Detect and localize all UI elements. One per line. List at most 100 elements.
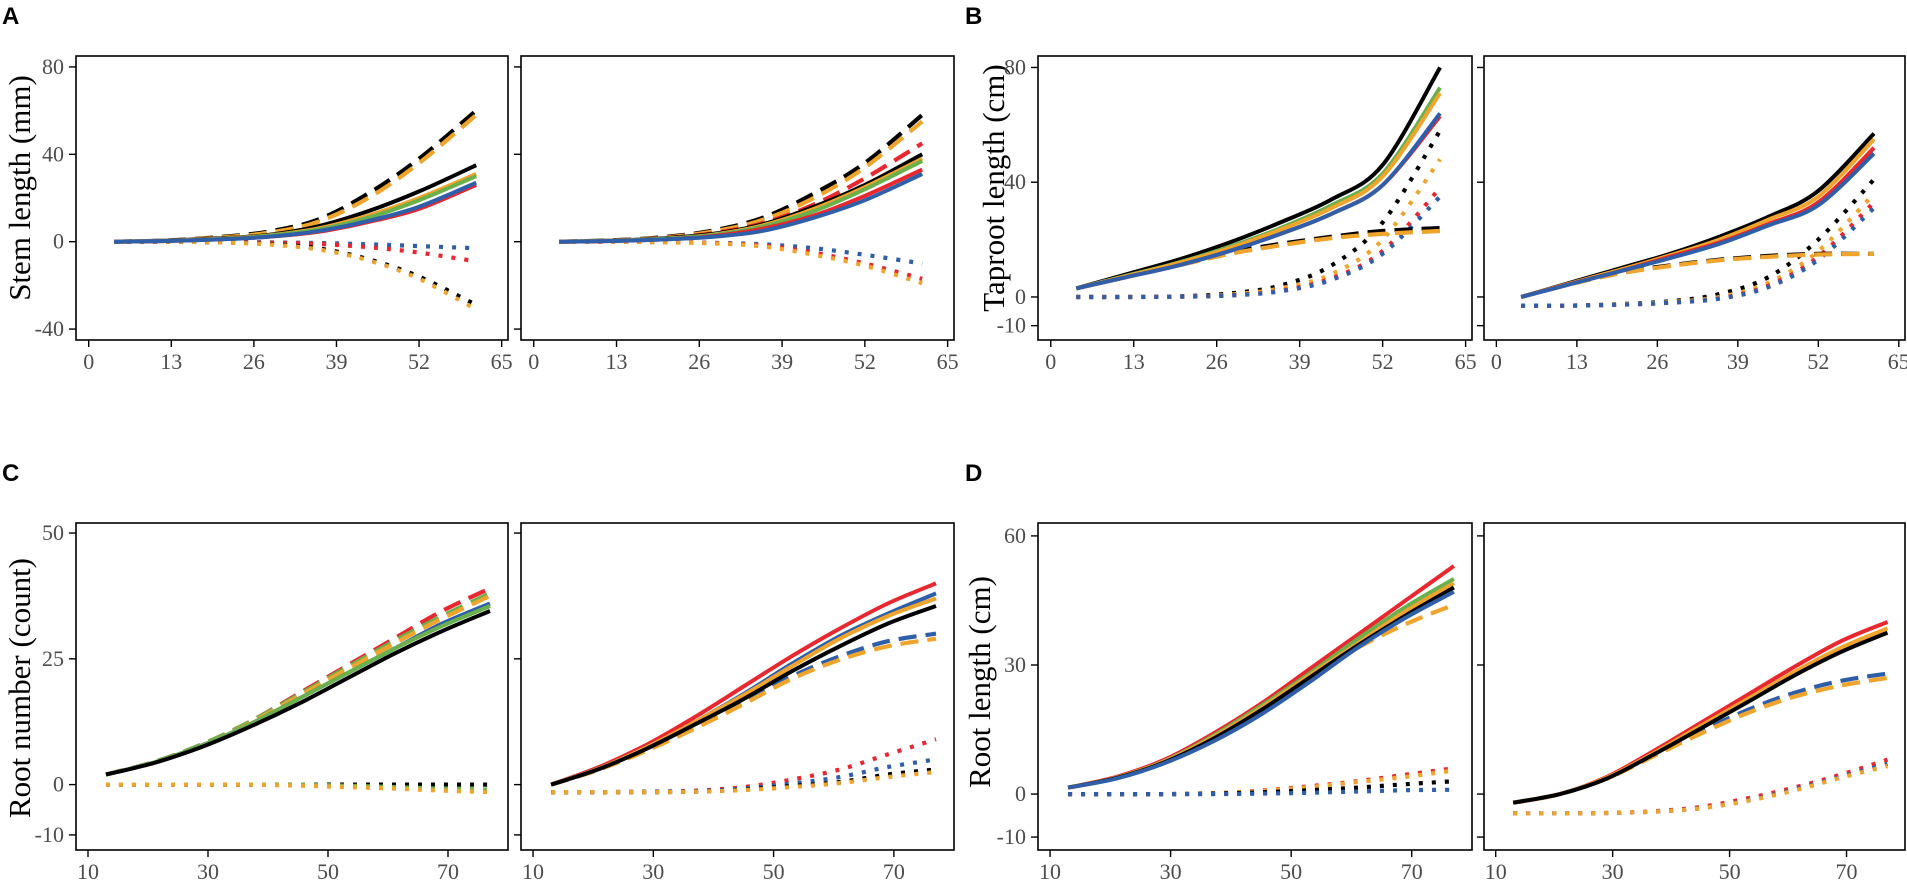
series-d-right-black-solid bbox=[1512, 630, 1889, 805]
ytick-label-b-2: 40 bbox=[1004, 169, 1026, 194]
plot-frame-c-left bbox=[75, 522, 509, 851]
panel-b: B Taproot length (cm) -10 0 40 80 0 13 26 39 52… bbox=[965, 3, 1907, 374]
ytick-label-a-3: 80 bbox=[42, 54, 64, 79]
ytick-label-c-1: 0 bbox=[53, 772, 64, 797]
xtick-label-d-right-0: 10 bbox=[1485, 859, 1507, 884]
xtick-label-a-left-1: 13 bbox=[160, 349, 182, 374]
xtick-label-b-right-3: 39 bbox=[1727, 349, 1749, 374]
y-ticks-a: -40 0 40 80 bbox=[35, 54, 64, 341]
panel-d: D Root length (cm) -10 0 30 60 10 30 50 70 10 3… bbox=[962, 460, 1906, 884]
series-b-right-black-dashed bbox=[1520, 251, 1875, 300]
series-a-left-red-dotted bbox=[114, 239, 477, 264]
series-d-left-red-solid bbox=[1067, 564, 1456, 790]
series-b-right-red-solid bbox=[1520, 146, 1876, 299]
ytick-label-a-2: 40 bbox=[42, 141, 64, 166]
series-a-right-red-solid bbox=[559, 167, 924, 244]
xtick-label-a-right-5: 65 bbox=[937, 349, 959, 374]
xtick-label-c-right-2: 50 bbox=[763, 859, 785, 884]
plot-d-left: 10 30 50 70 bbox=[1031, 522, 1473, 884]
y-ticks-d: -10 0 30 60 bbox=[997, 523, 1026, 849]
xtick-label-b-right-4: 52 bbox=[1807, 349, 1829, 374]
plot-frame-d-left bbox=[1037, 522, 1473, 851]
series-c-left-green-dashed bbox=[105, 591, 491, 777]
series-b-left-red-solid bbox=[1075, 114, 1442, 291]
series-a-left-black-dotted bbox=[114, 239, 478, 307]
ylabel-b: Taproot length (cm) bbox=[976, 64, 1011, 311]
ytick-label-c-0: -10 bbox=[35, 822, 64, 847]
series-d-left-orange-dashed bbox=[1067, 602, 1455, 790]
series-b-right-orange-dashed bbox=[1520, 251, 1875, 300]
xtick-label-a-right-3: 39 bbox=[771, 349, 793, 374]
series-a-left-orange-dotted bbox=[114, 239, 478, 312]
xtick-label-c-left-3: 70 bbox=[437, 859, 459, 884]
series-b-right-blue-dotted bbox=[1521, 206, 1876, 308]
plot-d-right: 10 30 50 70 bbox=[1477, 522, 1906, 884]
series-c-right-black-solid bbox=[550, 604, 937, 787]
ytick-label-a-1: 0 bbox=[53, 229, 64, 254]
series-group-d-right bbox=[1512, 620, 1889, 816]
series-d-right-orange-dashed bbox=[1512, 675, 1888, 805]
xtick-label-d-right-2: 50 bbox=[1719, 859, 1741, 884]
xtick-label-a-left-4: 52 bbox=[408, 349, 430, 374]
plot-b-left: 0 13 26 39 52 65 bbox=[1031, 55, 1477, 374]
series-group-c-left bbox=[105, 586, 491, 795]
xtick-label-b-right-1: 13 bbox=[1566, 349, 1588, 374]
series-c-right-red-dotted bbox=[551, 737, 937, 795]
series-a-right-black-dashed bbox=[559, 113, 924, 244]
ylabel-a: Stem length (mm) bbox=[2, 75, 37, 301]
panel-letter-a: A bbox=[2, 3, 19, 30]
xtick-label-d-right-1: 30 bbox=[1602, 859, 1624, 884]
series-group-d-left bbox=[1067, 564, 1456, 797]
plot-c-left: 10 30 50 70 bbox=[69, 522, 509, 884]
xtick-label-c-left-1: 30 bbox=[197, 859, 219, 884]
panel-letter-c: C bbox=[2, 460, 19, 487]
plot-frame-d-right bbox=[1483, 522, 1906, 851]
plot-c-right: 10 30 50 70 bbox=[514, 522, 955, 884]
series-d-right-blue-dotted bbox=[1513, 761, 1889, 816]
series-c-right-black-dotted bbox=[551, 767, 937, 795]
xtick-label-d-left-2: 50 bbox=[1280, 859, 1302, 884]
xtick-label-d-left-0: 10 bbox=[1039, 859, 1061, 884]
xtick-label-d-right-3: 70 bbox=[1836, 859, 1858, 884]
xtick-label-c-left-2: 50 bbox=[317, 859, 339, 884]
xtick-label-a-right-1: 13 bbox=[606, 349, 628, 374]
series-c-left-orange-dashed bbox=[105, 594, 491, 777]
series-c-left-green-solid bbox=[105, 604, 491, 777]
y-ticks-b: -10 0 40 80 bbox=[997, 54, 1026, 337]
series-b-right-black-solid bbox=[1520, 132, 1876, 299]
series-c-left-red-dashed bbox=[105, 586, 491, 777]
series-b-left-blue-solid bbox=[1075, 112, 1442, 291]
series-group-b-left bbox=[1075, 66, 1442, 300]
panel-letter-d: D bbox=[965, 460, 982, 487]
series-group-b-right bbox=[1520, 132, 1876, 308]
series-c-left-black-solid bbox=[105, 609, 491, 777]
xtick-label-b-left-4: 52 bbox=[1372, 349, 1394, 374]
xtick-label-b-left-0: 0 bbox=[1045, 349, 1056, 374]
ylabel-d: Root length (cm) bbox=[962, 576, 997, 788]
xtick-label-b-right-2: 26 bbox=[1646, 349, 1668, 374]
xtick-label-a-left-0: 0 bbox=[83, 349, 94, 374]
series-b-left-black-dotted bbox=[1076, 129, 1442, 300]
plot-frame-a-left bbox=[75, 55, 509, 341]
ytick-label-c-2: 25 bbox=[42, 646, 64, 671]
plot-a-left: 0 13 26 39 52 65 bbox=[69, 55, 513, 374]
series-a-left-orange-dashed bbox=[114, 113, 478, 244]
series-a-right-blue-solid bbox=[559, 172, 924, 244]
xtick-label-d-left-1: 30 bbox=[1160, 859, 1182, 884]
series-a-right-red-dotted bbox=[559, 239, 923, 281]
plot-a-right: 0 13 26 39 52 65 bbox=[514, 55, 959, 374]
series-d-right-red-solid bbox=[1512, 620, 1889, 805]
series-d-left-green-solid bbox=[1067, 577, 1455, 790]
series-a-left-black-dashed bbox=[114, 108, 478, 244]
series-group-a-right bbox=[559, 113, 924, 286]
series-b-right-orange-solid bbox=[1520, 137, 1876, 299]
xtick-label-b-right-5: 65 bbox=[1888, 349, 1907, 374]
series-d-right-blue-dashed bbox=[1512, 671, 1888, 805]
xtick-label-c-right-3: 70 bbox=[883, 859, 905, 884]
xtick-label-c-left-0: 10 bbox=[77, 859, 99, 884]
plot-frame-b-left bbox=[1037, 55, 1473, 341]
series-d-left-blue-dotted bbox=[1068, 787, 1454, 797]
series-a-left-blue-solid bbox=[114, 180, 477, 244]
xtick-label-b-left-1: 13 bbox=[1123, 349, 1145, 374]
